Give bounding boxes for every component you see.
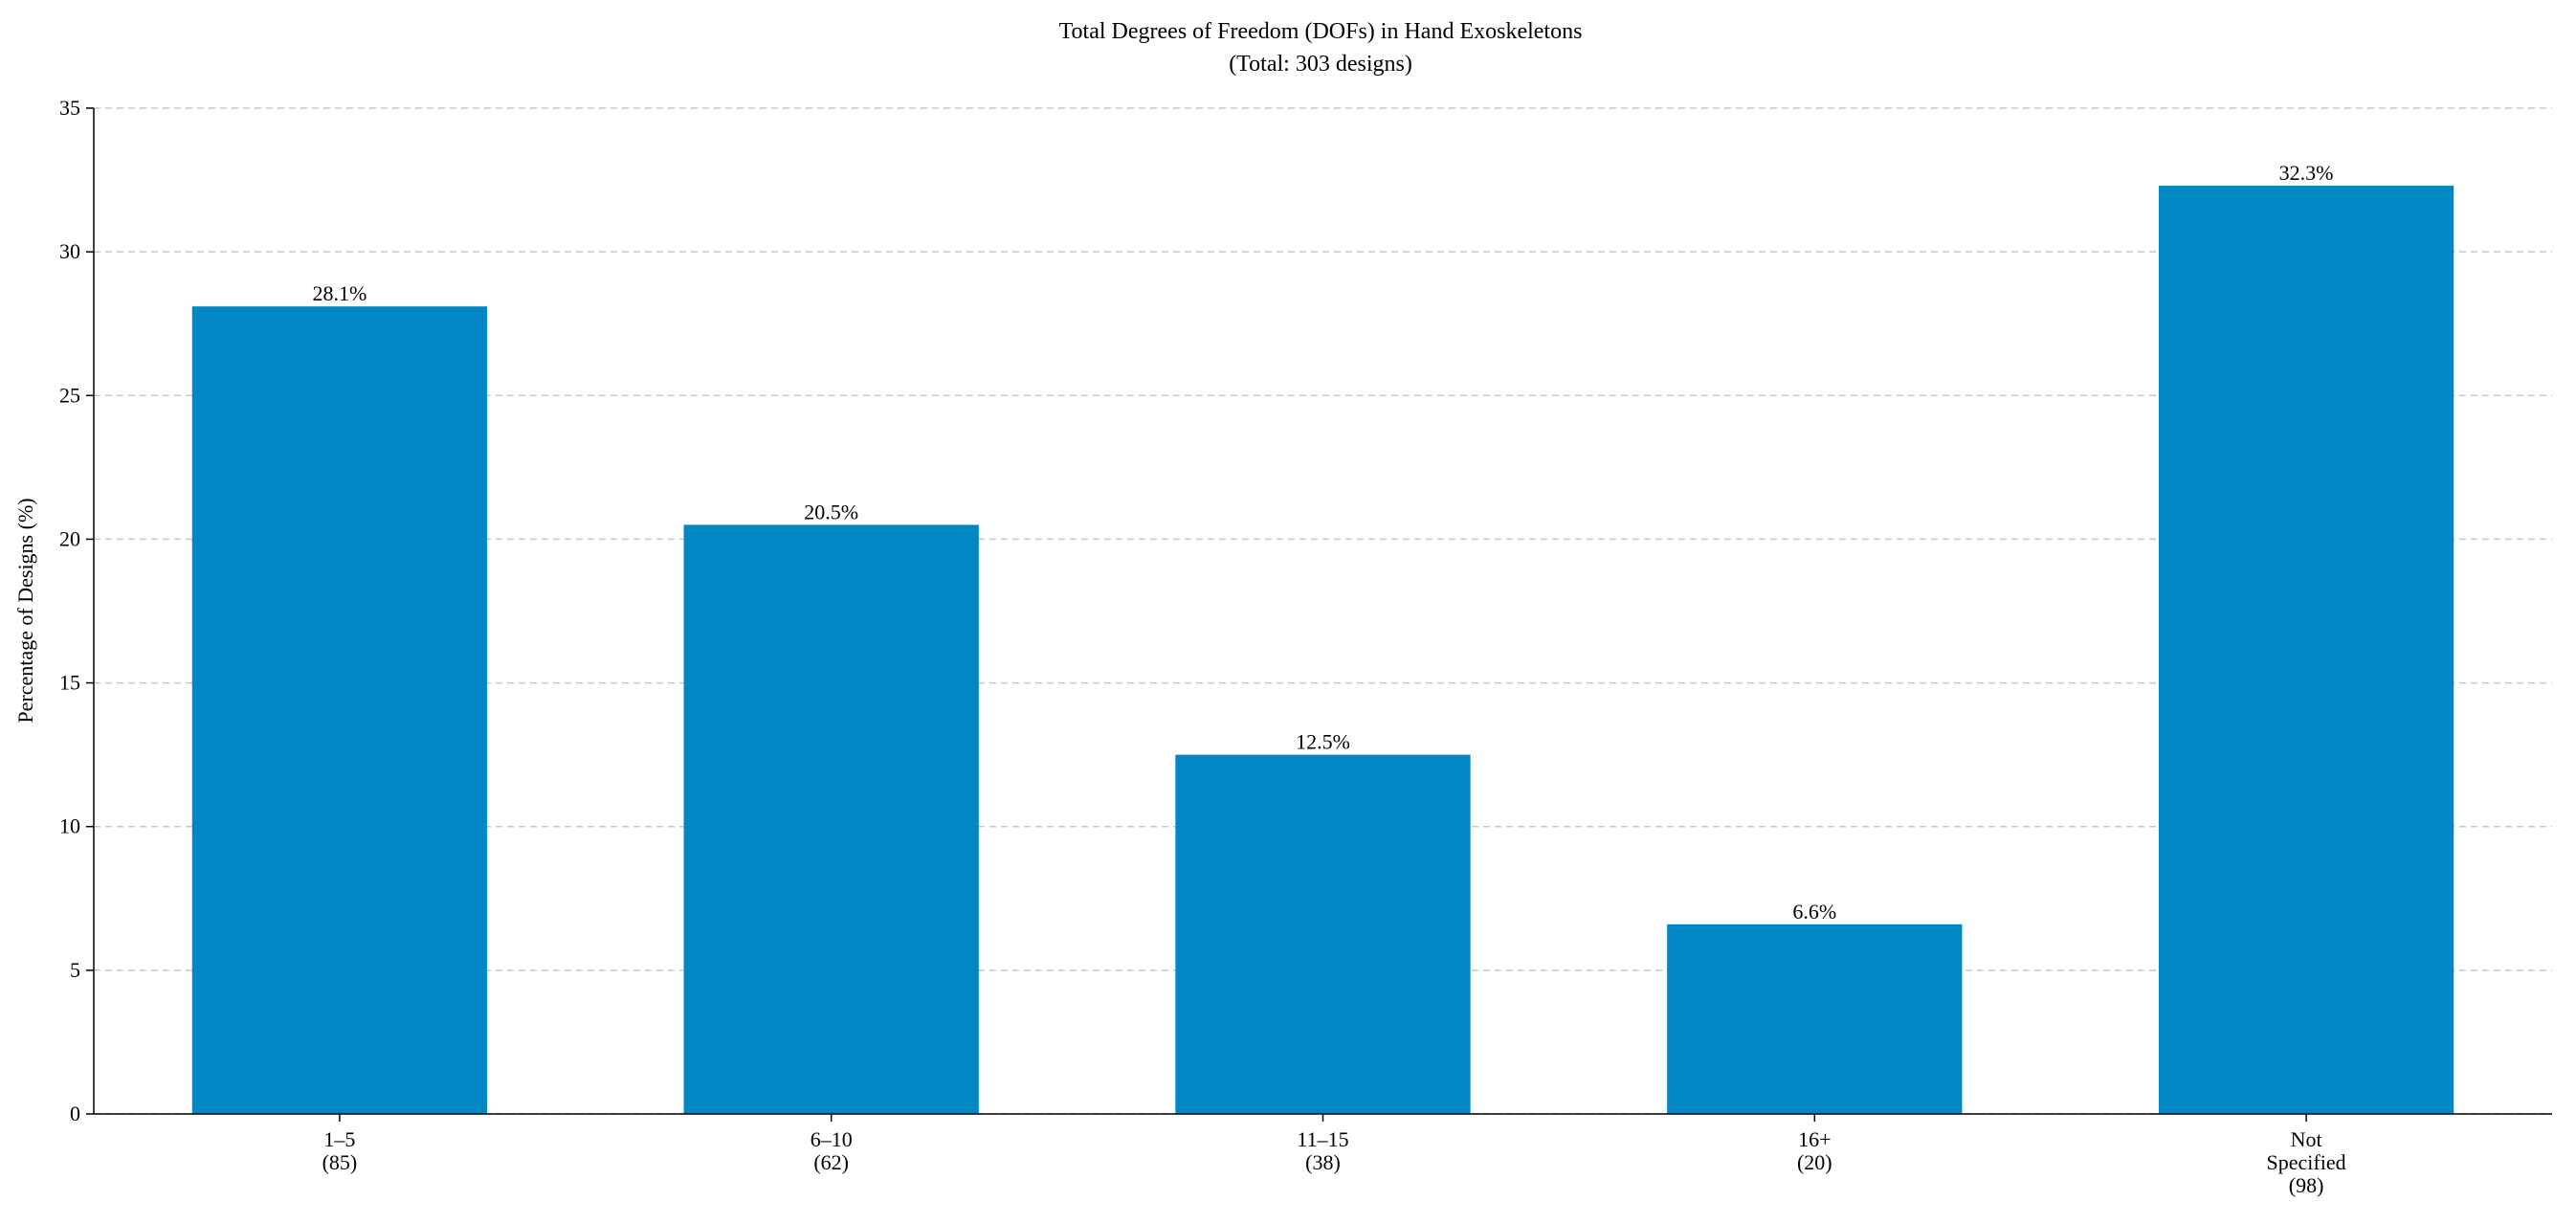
x-tick-label: Specified <box>2267 1150 2346 1174</box>
y-tick-label: 10 <box>59 814 80 838</box>
chart-title: Total Degrees of Freedom (DOFs) in Hand … <box>1059 19 1583 44</box>
x-tick-label: (20) <box>1797 1150 1832 1174</box>
y-tick-label: 5 <box>70 958 80 982</box>
value-label: 20.5% <box>804 500 858 523</box>
x-tick-label: (98) <box>2289 1173 2324 1197</box>
y-axis-label: Percentage of Designs (%) <box>13 498 37 723</box>
y-tick-label: 25 <box>59 383 80 407</box>
bar <box>1175 754 1471 1114</box>
bar <box>1667 924 1963 1114</box>
value-label: 32.3% <box>2279 161 2334 185</box>
y-tick-label: 30 <box>59 239 80 263</box>
x-tick-label: 11–15 <box>1297 1127 1348 1151</box>
x-tick-label: (62) <box>813 1150 849 1174</box>
x-tick-label: (85) <box>322 1150 358 1174</box>
value-label: 6.6% <box>1792 900 1836 924</box>
x-tick-label: 16+ <box>1798 1127 1831 1151</box>
x-tick-label: (38) <box>1305 1150 1341 1174</box>
value-label: 12.5% <box>1296 730 1350 754</box>
y-tick-label: 0 <box>70 1102 80 1125</box>
bar <box>191 306 488 1114</box>
chart-subtitle: (Total: 303 designs) <box>1229 52 1412 77</box>
y-tick-label: 20 <box>59 526 80 550</box>
x-tick-label: 1–5 <box>323 1127 355 1151</box>
bar <box>683 524 979 1114</box>
y-tick-label: 35 <box>59 96 80 120</box>
value-label: 28.1% <box>312 281 366 305</box>
x-tick-label: 6–10 <box>811 1127 853 1151</box>
y-tick-label: 15 <box>59 671 80 695</box>
x-tick-label: Not <box>2291 1127 2322 1151</box>
bar <box>2158 186 2454 1114</box>
